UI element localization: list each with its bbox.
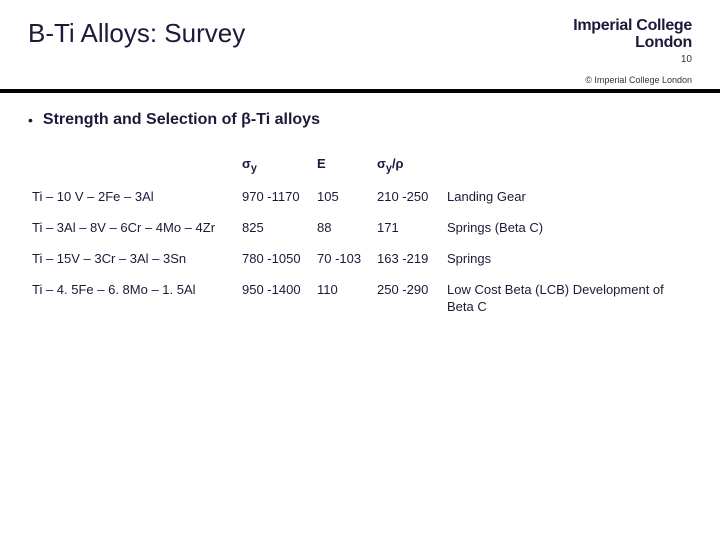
cell-alloy: Ti – 4. 5Fe – 6. 8Mo – 1. 5Al — [28, 275, 238, 323]
subheading-line: • Strength and Selection of β-Ti alloys — [28, 111, 692, 129]
slide-title: B-Ti Alloys: Survey — [28, 18, 245, 49]
cell-application: Low Cost Beta (LCB) Development of Beta … — [443, 275, 692, 323]
cell-e: 110 — [313, 275, 373, 323]
bullet-icon: • — [28, 112, 33, 128]
copyright-text: © Imperial College London — [0, 73, 720, 89]
cell-ratio: 171 — [373, 213, 443, 244]
table-body: Ti – 10 V – 2Fe – 3Al 970 -1170 105 210 … — [28, 182, 692, 322]
ratio-sigma: σ — [377, 156, 386, 171]
col-header-alloy — [28, 149, 238, 183]
logo-area: Imperial College London 10 — [573, 18, 692, 65]
table-row: Ti – 15V – 3Cr – 3Al – 3Sn 780 -1050 70 … — [28, 244, 692, 275]
cell-alloy: Ti – 3Al – 8V – 6Cr – 4Mo – 4Zr — [28, 213, 238, 244]
col-header-application — [443, 149, 692, 183]
table-header-row: σy E σy/ρ — [28, 149, 692, 183]
col-header-sigma-y: σy — [238, 149, 313, 183]
cell-sigma-y: 780 -1050 — [238, 244, 313, 275]
table-row: Ti – 4. 5Fe – 6. 8Mo – 1. 5Al 950 -1400 … — [28, 275, 692, 323]
logo-line2: London — [635, 34, 692, 51]
slide-content: • Strength and Selection of β-Ti alloys … — [0, 93, 720, 323]
col-header-ratio: σy/ρ — [373, 149, 443, 183]
cell-ratio: 163 -219 — [373, 244, 443, 275]
cell-ratio: 210 -250 — [373, 182, 443, 213]
slide-header: B-Ti Alloys: Survey Imperial College Lon… — [0, 0, 720, 73]
cell-e: 88 — [313, 213, 373, 244]
table-row: Ti – 3Al – 8V – 6Cr – 4Mo – 4Zr 825 88 1… — [28, 213, 692, 244]
cell-e: 70 -103 — [313, 244, 373, 275]
cell-ratio: 250 -290 — [373, 275, 443, 323]
page-number: 10 — [573, 54, 692, 65]
cell-application: Springs — [443, 244, 692, 275]
subheading-text: Strength and Selection of β-Ti alloys — [43, 111, 320, 129]
table-row: Ti – 10 V – 2Fe – 3Al 970 -1170 105 210 … — [28, 182, 692, 213]
logo-line1: Imperial College — [573, 17, 692, 34]
sigma-sub: y — [251, 162, 257, 174]
cell-application: Landing Gear — [443, 182, 692, 213]
cell-alloy: Ti – 15V – 3Cr – 3Al – 3Sn — [28, 244, 238, 275]
ratio-suffix: /ρ — [392, 156, 404, 171]
cell-e: 105 — [313, 182, 373, 213]
cell-sigma-y: 825 — [238, 213, 313, 244]
cell-application: Springs (Beta C) — [443, 213, 692, 244]
cell-sigma-y: 950 -1400 — [238, 275, 313, 323]
cell-alloy: Ti – 10 V – 2Fe – 3Al — [28, 182, 238, 213]
col-header-e: E — [313, 149, 373, 183]
sigma-symbol: σ — [242, 156, 251, 171]
alloy-table: σy E σy/ρ Ti – 10 V – 2Fe – 3Al 970 -117… — [28, 149, 692, 323]
cell-sigma-y: 970 -1170 — [238, 182, 313, 213]
institution-logo: Imperial College London — [573, 18, 692, 52]
